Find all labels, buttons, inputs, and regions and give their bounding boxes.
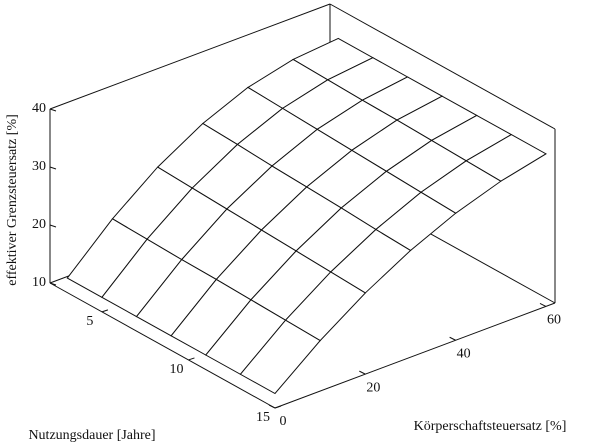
x-tick bbox=[359, 370, 366, 375]
z-tick bbox=[49, 108, 57, 112]
z-tick-label: 10 bbox=[32, 275, 46, 290]
z-tick bbox=[49, 224, 57, 228]
x-tick-label: 60 bbox=[547, 313, 561, 328]
x-tick-label: 40 bbox=[457, 346, 471, 361]
z-tick-label: 30 bbox=[32, 159, 46, 174]
box-edge bbox=[329, 3, 556, 130]
y-tick bbox=[188, 357, 195, 361]
z-axis-label: effektiver Grenzsteuersatz [%] bbox=[5, 114, 20, 286]
y-tick bbox=[274, 405, 282, 409]
y-tick-label: 15 bbox=[256, 410, 270, 425]
x-tick bbox=[268, 404, 276, 409]
z-tick-label: 40 bbox=[32, 101, 46, 116]
y-tick-label: 10 bbox=[169, 362, 183, 377]
box-edge bbox=[49, 3, 331, 110]
x-tick-label: 0 bbox=[280, 414, 287, 429]
y-tick bbox=[101, 309, 109, 313]
y-tick-label: 5 bbox=[86, 314, 93, 329]
z-tick-label: 20 bbox=[32, 217, 46, 232]
surface-cell bbox=[239, 319, 321, 395]
z-tick bbox=[49, 166, 57, 170]
y-axis bbox=[49, 282, 276, 409]
x-tick bbox=[539, 302, 547, 307]
x-tick-label: 20 bbox=[366, 380, 380, 395]
y-axis-label: Nutzungsdauer [Jahre] bbox=[28, 428, 155, 443]
z-tick bbox=[49, 282, 57, 286]
x-tick bbox=[449, 336, 456, 341]
x-axis-label: Körperschaftsteuersatz [%] bbox=[414, 419, 567, 434]
x-axis bbox=[274, 302, 556, 409]
